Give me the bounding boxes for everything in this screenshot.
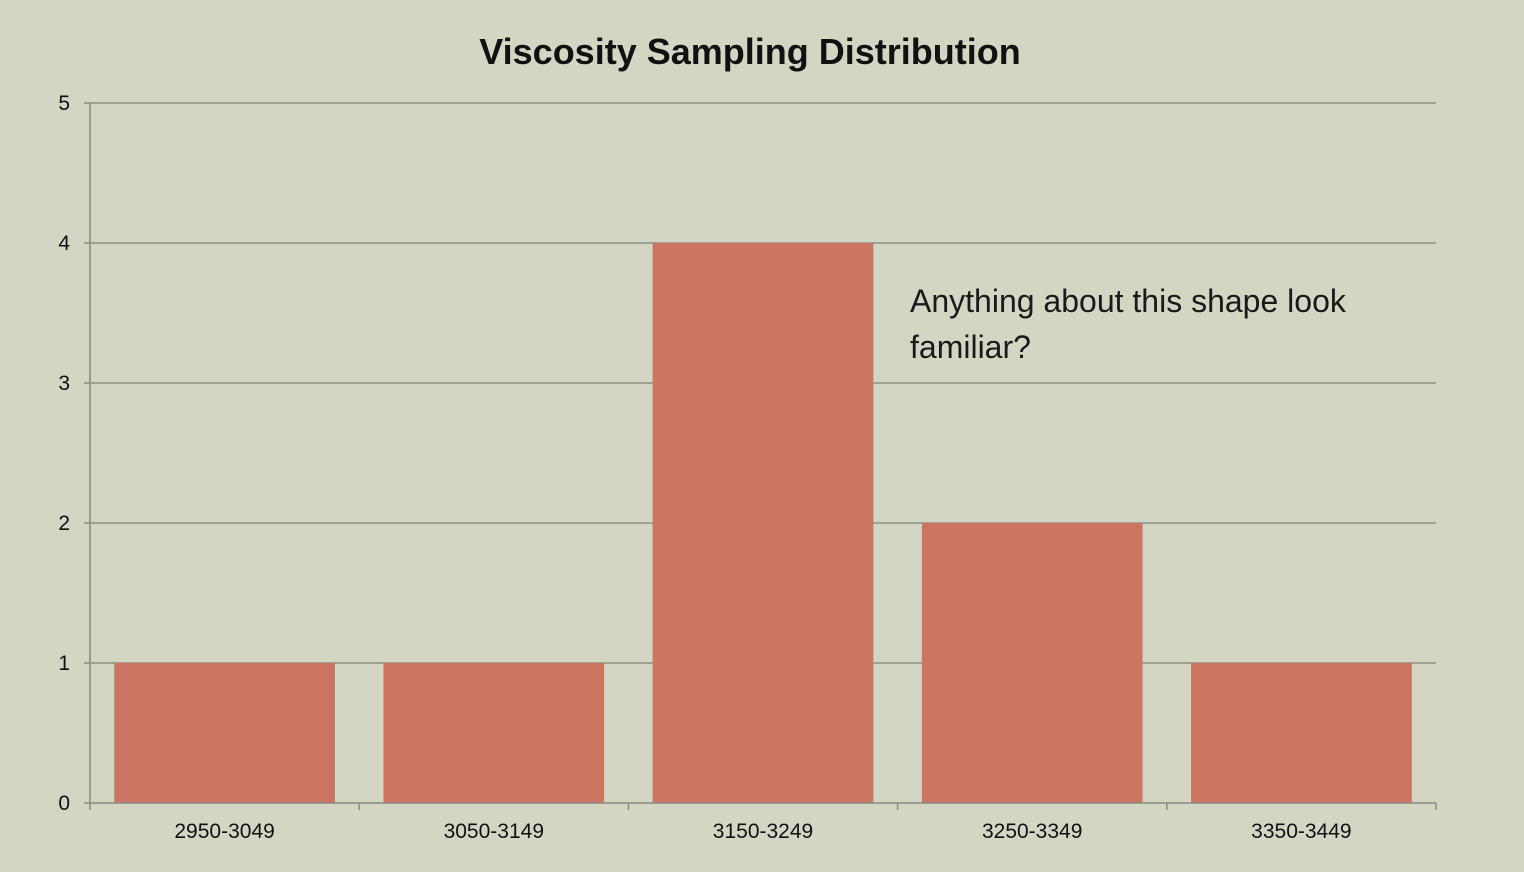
x-tick-labels: 2950-3049 3050-3149 3150-3249 3250-3349 3350…	[174, 820, 1351, 843]
y-tick-label: 3	[58, 372, 70, 395]
bars	[114, 243, 1412, 803]
annotation-line-2: familiar?	[910, 329, 1031, 365]
axes	[84, 102, 1437, 810]
y-tick-labels: 0 1 2 3 4 5	[58, 92, 70, 815]
x-tick-label: 2950-3049	[174, 820, 274, 843]
x-tick-label: 3050-3149	[444, 820, 544, 843]
y-tick-label: 0	[58, 792, 70, 815]
bar	[1191, 663, 1412, 803]
y-tick-label: 4	[58, 232, 70, 255]
bar	[921, 523, 1143, 803]
y-tick-label: 5	[58, 92, 70, 115]
x-tick-label: 3250-3349	[982, 820, 1082, 843]
bar	[114, 663, 335, 803]
bar	[383, 663, 605, 803]
bar	[652, 243, 874, 803]
x-tick-label: 3150-3249	[713, 820, 813, 843]
y-tick-label: 2	[58, 512, 70, 535]
annotation-line-1: Anything about this shape look	[910, 283, 1347, 319]
y-tick-label: 1	[58, 652, 70, 675]
x-tick-label: 3350-3449	[1251, 820, 1351, 843]
chart-title: Viscosity Sampling Distribution	[479, 31, 1020, 72]
